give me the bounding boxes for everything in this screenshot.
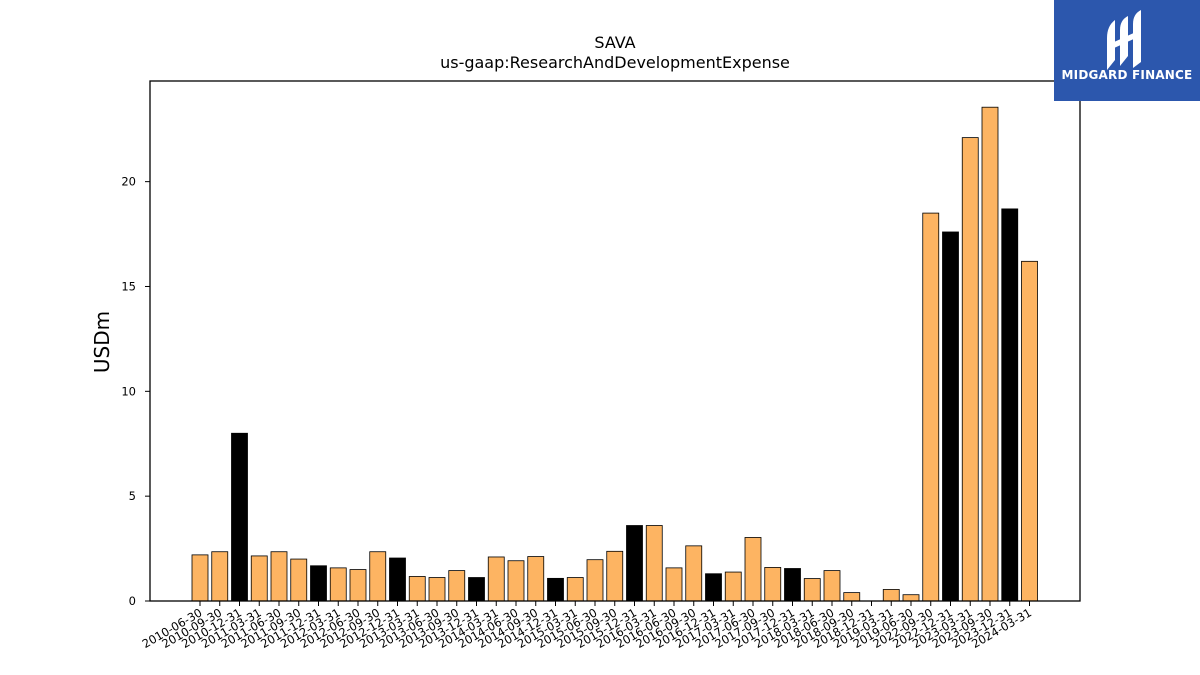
bar-2024-03-31: [1021, 260, 1038, 602]
bar-2015-03-31: [566, 577, 584, 602]
chart-title: SAVA: [594, 33, 635, 52]
bar-2018-03-31: [803, 578, 821, 602]
bar-2019-06-30: [902, 594, 920, 602]
bar-2013-03-31: [408, 576, 426, 602]
y-axis-ticks: 0 5 10 15 20: [121, 175, 150, 608]
bar-2014-09-30: [527, 556, 545, 602]
bar-2016-12-31: [705, 573, 722, 602]
bar-2017-09-30: [764, 567, 782, 602]
brand-logo: MIDGARD FINANCE: [1054, 0, 1200, 101]
bar-2023-03-31: [961, 137, 979, 602]
bar-2010-09-30: [211, 551, 229, 602]
x-axis-ticks: 2010-06-302010-09-302010-12-312011-03-31…: [140, 601, 1034, 651]
bar-2022-09-30: [922, 212, 940, 602]
bar-2016-09-30: [685, 545, 703, 602]
bar-2012-09-30: [369, 551, 387, 602]
bar-2015-12-31: [626, 525, 643, 602]
bar-2012-03-31: [329, 567, 347, 602]
bar-2015-06-30: [586, 559, 604, 602]
y-tick-label: 15: [121, 279, 136, 293]
plot-frame: [149, 80, 1081, 602]
bar-2014-03-31: [487, 556, 505, 602]
bar-2017-06-30: [744, 537, 762, 602]
brand-name: MIDGARD FINANCE: [1061, 68, 1193, 82]
bar-2013-12-31: [468, 577, 485, 602]
bars-group: [191, 106, 1038, 602]
bar-2014-12-31: [547, 577, 564, 602]
bar-2018-06-30: [823, 570, 841, 602]
bar-2012-12-31: [389, 557, 406, 602]
y-tick-label: 5: [129, 489, 136, 503]
bar-2023-09-30: [981, 106, 999, 602]
bar-2022-12-31: [942, 231, 959, 602]
bar-2012-06-30: [349, 569, 367, 602]
bar-2023-12-31: [1001, 208, 1019, 602]
y-tick-label: 20: [121, 175, 136, 189]
y-tick-label: 10: [121, 384, 136, 398]
bar-2013-09-30: [448, 570, 466, 602]
bar-2018-09-30: [843, 592, 861, 602]
midgard-logo-icon: [1107, 10, 1141, 70]
bar-2011-06-30: [270, 551, 288, 602]
bar-2016-03-31: [645, 525, 663, 602]
bar-2010-06-30: [191, 554, 209, 602]
bar-2017-03-31: [724, 571, 742, 602]
bar-2016-06-30: [665, 567, 683, 602]
bar-2011-09-30: [290, 558, 308, 602]
y-axis-label: USDm: [90, 311, 114, 373]
bar-2011-12-31: [310, 565, 327, 602]
bar-2019-03-31: [882, 589, 900, 602]
bar-2010-12-31: [231, 432, 248, 602]
y-tick-label: 0: [129, 594, 136, 608]
bar-2015-09-30: [606, 550, 624, 602]
bar-2017-12-31: [784, 568, 801, 602]
bar-2014-06-30: [507, 560, 525, 602]
bar-2013-06-30: [428, 577, 446, 602]
chart-subtitle: us-gaap:ResearchAndDevelopmentExpense: [440, 53, 790, 72]
bar-2011-03-31: [250, 555, 268, 602]
